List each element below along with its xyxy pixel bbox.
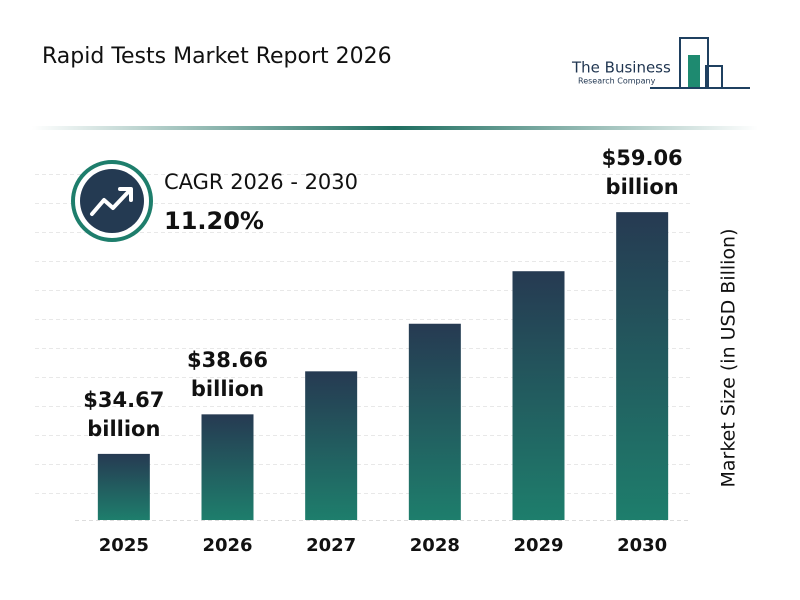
separator: [32, 126, 758, 130]
logo-text: The Business: [571, 59, 671, 77]
bar: [512, 271, 565, 520]
logo: The Business Research Company: [571, 37, 750, 89]
value-label: $59.06 billion: [601, 146, 683, 200]
x-tick-label: 2029: [513, 535, 563, 556]
x-tick-label: 2027: [306, 535, 356, 556]
bar: [97, 453, 150, 520]
bar: [408, 323, 461, 520]
bar: [616, 212, 669, 520]
logo-subtext: Research Company: [578, 77, 656, 86]
x-tick-label: 2030: [617, 535, 667, 556]
y-axis-label: Market Size (in USD Billion): [718, 228, 740, 487]
cagr-icon: [71, 160, 153, 242]
value-label: $34.67 billion: [83, 387, 165, 441]
cagr-label: CAGR 2026 - 2030: [164, 170, 358, 194]
bar: [201, 414, 254, 520]
x-tick-label: 2025: [99, 535, 149, 556]
cagr-value: 11.20%: [164, 207, 264, 235]
chart-title: Rapid Tests Market Report 2026: [42, 44, 392, 69]
value-label: $38.66 billion: [186, 348, 269, 402]
x-tick-label: 2028: [410, 535, 460, 556]
x-tick-label: 2026: [202, 535, 252, 556]
bar: [305, 371, 358, 520]
